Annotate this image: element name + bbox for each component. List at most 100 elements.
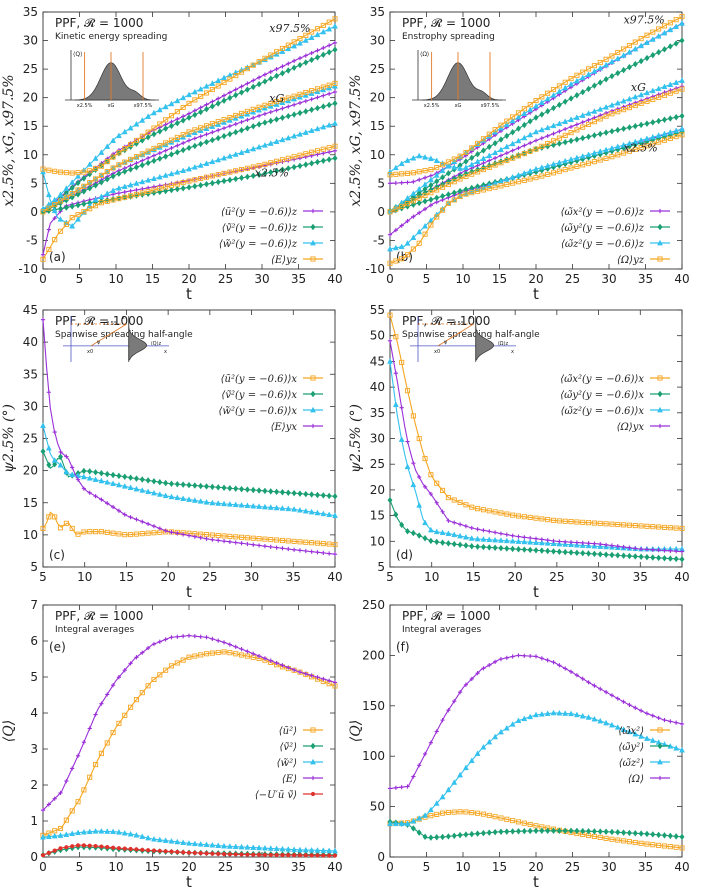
x-tick-label: 0 [386,860,394,874]
data-point [434,165,440,171]
data-point [446,518,451,523]
data-point [320,157,326,164]
data-point [451,156,457,162]
data-point [428,203,433,208]
data-point [615,152,621,158]
data-point [308,508,315,515]
data-point [174,185,180,193]
data-point [405,218,410,224]
data-point [139,690,145,696]
inset-label: x0 [434,349,440,355]
data-point [169,635,174,640]
data-point [592,541,597,546]
y-tick-label: 150 [362,699,385,713]
data-point [445,162,452,169]
data-point [146,521,151,527]
data-point [314,148,321,154]
data-point [162,141,169,148]
data-point [615,109,621,115]
x-tick-label: 10 [455,272,470,286]
x-tick-label: 20 [181,272,196,286]
data-point [632,830,638,837]
data-point [98,529,104,535]
data-point [286,104,291,109]
data-point [75,170,81,176]
data-point [586,520,592,526]
data-point [480,543,486,551]
legend-entry: ⟨ω̃x²(y = −0.6)⟩x [560,374,644,385]
data-point [226,501,233,507]
data-point [573,541,580,548]
data-point [204,180,209,188]
data-point [475,671,480,676]
data-point [655,85,662,92]
data-point [591,108,598,114]
data-point [521,827,527,835]
data-point [139,190,145,196]
y-tick-label: 20 [23,464,38,478]
data-point [115,481,122,488]
y-tick-label: -10 [365,262,385,276]
data-point [475,150,481,158]
data-point [393,206,399,212]
data-point [662,46,667,53]
data-point [516,653,521,658]
data-point [162,837,169,843]
data-point [256,75,262,80]
data-point [309,549,314,554]
data-point [538,164,545,170]
data-point [410,825,416,832]
data-point [320,22,326,28]
data-point [221,842,227,849]
data-point [533,114,539,121]
data-point [69,194,75,201]
data-point [105,692,110,697]
data-point [539,656,544,661]
data-point [239,89,245,96]
data-point [186,850,192,855]
data-point [40,256,46,262]
x-axis-label: t [533,873,539,891]
legend-marker [310,223,316,231]
data-point [427,526,434,533]
legend-entry: ⟨ṽ²(y = −0.6)⟩z [222,223,298,234]
data-point [46,246,52,253]
data-point [545,171,551,177]
inset-label: x0 [87,349,93,355]
data-point [291,64,297,71]
data-point [469,154,475,162]
data-point [440,184,446,190]
data-point [492,162,498,168]
data-point [52,216,57,221]
data-point [262,72,268,77]
x-tick-label: 40 [674,272,689,286]
data-point [573,154,580,161]
data-point [405,439,410,444]
data-point [174,119,180,127]
data-point [392,244,399,251]
data-point [303,32,309,38]
data-point [510,148,515,153]
data-point [332,493,338,500]
data-point [116,720,122,726]
data-point [633,100,638,105]
data-point [244,486,250,493]
data-point [574,163,580,169]
data-point [51,832,58,839]
legend-entry: ⟨E⟩yx [271,422,298,433]
plot-frame [42,309,336,568]
data-point [169,849,174,854]
data-point [392,164,399,171]
data-point [192,136,197,141]
data-point [332,40,338,45]
x-tick-label: 30 [244,570,259,584]
data-point [116,170,122,177]
data-point [580,69,586,75]
data-point [46,514,52,520]
data-point [480,155,487,162]
data-point [632,523,638,529]
data-point [597,116,603,122]
data-point [162,492,169,499]
data-point [620,97,627,104]
data-point [315,853,320,858]
